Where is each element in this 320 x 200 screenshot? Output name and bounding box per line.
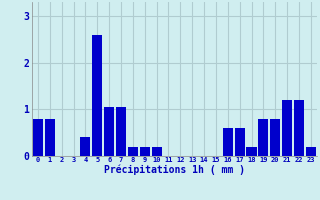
- Bar: [116, 107, 126, 156]
- Bar: [282, 100, 292, 156]
- Bar: [306, 147, 316, 156]
- Bar: [246, 147, 257, 156]
- Bar: [92, 35, 102, 156]
- Bar: [258, 119, 268, 156]
- Bar: [235, 128, 245, 156]
- Bar: [152, 147, 162, 156]
- Bar: [223, 128, 233, 156]
- Bar: [104, 107, 114, 156]
- Bar: [33, 119, 43, 156]
- Bar: [45, 119, 55, 156]
- X-axis label: Précipitations 1h ( mm ): Précipitations 1h ( mm ): [104, 164, 245, 175]
- Bar: [140, 147, 150, 156]
- Bar: [80, 137, 91, 156]
- Bar: [128, 147, 138, 156]
- Bar: [270, 119, 280, 156]
- Bar: [294, 100, 304, 156]
